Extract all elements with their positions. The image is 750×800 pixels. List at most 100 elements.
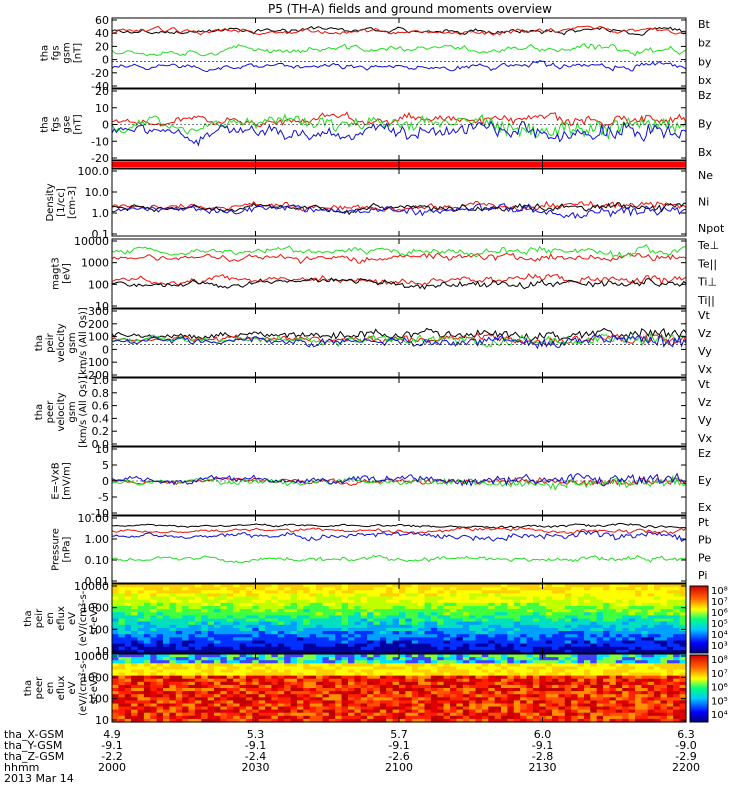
spectrogram-cell xyxy=(182,621,190,626)
spectrogram-cell xyxy=(450,709,457,714)
spectrogram-cell xyxy=(360,615,368,620)
spectrogram-cell xyxy=(143,596,151,601)
spectrogram-cell xyxy=(303,599,311,604)
spectrogram-cell xyxy=(245,660,253,664)
spectrogram-cell xyxy=(558,606,566,610)
spectrogram-cell xyxy=(526,599,534,604)
spectrogram-cell xyxy=(577,697,585,701)
spectrogram-cell xyxy=(475,640,483,645)
spectrogram-cell xyxy=(418,609,426,613)
spectrogram-cell xyxy=(635,609,642,613)
spectrogram-cell xyxy=(405,606,413,610)
spectrogram-cell xyxy=(564,596,572,601)
spectrogram-cell xyxy=(309,615,317,620)
spectrogram-cell xyxy=(284,697,292,701)
legend-Te⊥: Te⊥ xyxy=(697,239,719,252)
spectrogram-cell xyxy=(214,609,221,613)
spectrogram-cell xyxy=(526,646,534,651)
spectrogram-cell xyxy=(316,663,324,667)
spectrogram-cell xyxy=(507,599,515,604)
spectrogram-cell xyxy=(201,694,209,698)
spectrogram-cell xyxy=(596,681,604,686)
spectrogram-cell xyxy=(252,703,260,708)
spectrogram-cell xyxy=(622,669,630,674)
legend-Ni: Ni xyxy=(698,196,709,209)
spectrogram-cell xyxy=(501,675,508,680)
spectrogram-cell xyxy=(443,599,451,604)
spectrogram-cell xyxy=(501,609,508,613)
spectrogram-cell xyxy=(520,718,528,723)
spectrogram-cell xyxy=(411,643,419,648)
colorbar-gradient xyxy=(689,585,709,654)
spectrogram-cell xyxy=(271,637,279,641)
spectrogram-cell xyxy=(297,669,304,674)
spectrogram-cell xyxy=(309,657,317,661)
spectrogram-cell xyxy=(143,615,151,620)
spectrogram-cell xyxy=(654,637,662,641)
spectrogram-cell xyxy=(590,624,598,629)
spectrogram-cell xyxy=(271,649,279,654)
spectrogram-cell xyxy=(647,624,655,629)
spectrogram-cell xyxy=(201,615,209,620)
spectrogram-cell xyxy=(379,666,387,671)
spectrogram-cell xyxy=(112,615,119,620)
spectrogram-cell xyxy=(673,593,681,598)
spectrogram-cell xyxy=(143,684,151,689)
spectrogram-cell xyxy=(303,621,311,626)
spectrogram-cell xyxy=(233,640,241,645)
spectrogram-cell xyxy=(156,715,164,720)
trace-Pe xyxy=(111,554,687,564)
spectrogram-cell xyxy=(137,590,145,594)
spectrogram-cell xyxy=(143,593,151,598)
spectrogram-cell xyxy=(297,646,304,651)
spectrogram-cell xyxy=(411,709,419,714)
y-tick-label: 1.0 xyxy=(92,207,110,220)
spectrogram-cell xyxy=(124,675,132,680)
spectrogram-cell xyxy=(501,666,508,671)
spectrogram-cell xyxy=(201,624,209,629)
spectrogram-cell xyxy=(430,663,438,667)
spectrogram-cell xyxy=(341,584,349,588)
spectrogram-cell xyxy=(354,649,362,654)
spectrogram-cell xyxy=(558,609,566,613)
spectrogram-cell xyxy=(303,697,311,701)
spectrogram-cell xyxy=(322,612,330,616)
spectrogram-cell xyxy=(284,712,292,717)
spectrogram-cell xyxy=(552,612,560,616)
spectrogram-cell xyxy=(188,593,196,598)
spectrogram-cell xyxy=(501,718,508,723)
spectrogram-cell xyxy=(564,709,572,714)
spectrogram-cell xyxy=(609,612,617,616)
spectrogram-cell xyxy=(539,709,547,714)
spectrogram-cell xyxy=(335,684,343,689)
spectrogram-cell xyxy=(513,634,521,638)
spectrogram-cell xyxy=(175,612,183,616)
spectrogram-cell xyxy=(577,694,585,698)
spectrogram-cell xyxy=(175,684,183,689)
spectrogram-cell xyxy=(577,654,585,658)
spectrogram-cell xyxy=(552,663,560,667)
spectrogram-cell xyxy=(112,709,119,714)
spectrogram-cell xyxy=(386,660,394,664)
spectrogram-cell xyxy=(188,666,196,671)
spectrogram-cell xyxy=(488,654,496,658)
legend-Pi: Pi xyxy=(698,569,707,582)
spectrogram-cell xyxy=(654,631,662,635)
spectrogram-cell xyxy=(271,621,279,626)
spectrogram-cell xyxy=(628,672,636,677)
spectrogram-cell xyxy=(271,599,279,604)
spectrogram-cell xyxy=(245,657,253,661)
spectrogram-cell xyxy=(520,621,528,626)
spectrogram-cell xyxy=(252,606,260,610)
spectrogram-cell xyxy=(245,669,253,674)
spectrogram-cell xyxy=(386,634,394,638)
spectrogram-cell xyxy=(520,612,528,616)
spectrogram-cell xyxy=(603,669,611,674)
spectrogram-cell xyxy=(513,663,521,667)
y-axis-label: eflux xyxy=(56,676,67,701)
spectrogram-cell xyxy=(443,621,451,626)
spectrogram-cell xyxy=(660,666,668,671)
spectrogram-cell xyxy=(564,615,572,620)
spectrogram-cell xyxy=(437,606,445,610)
